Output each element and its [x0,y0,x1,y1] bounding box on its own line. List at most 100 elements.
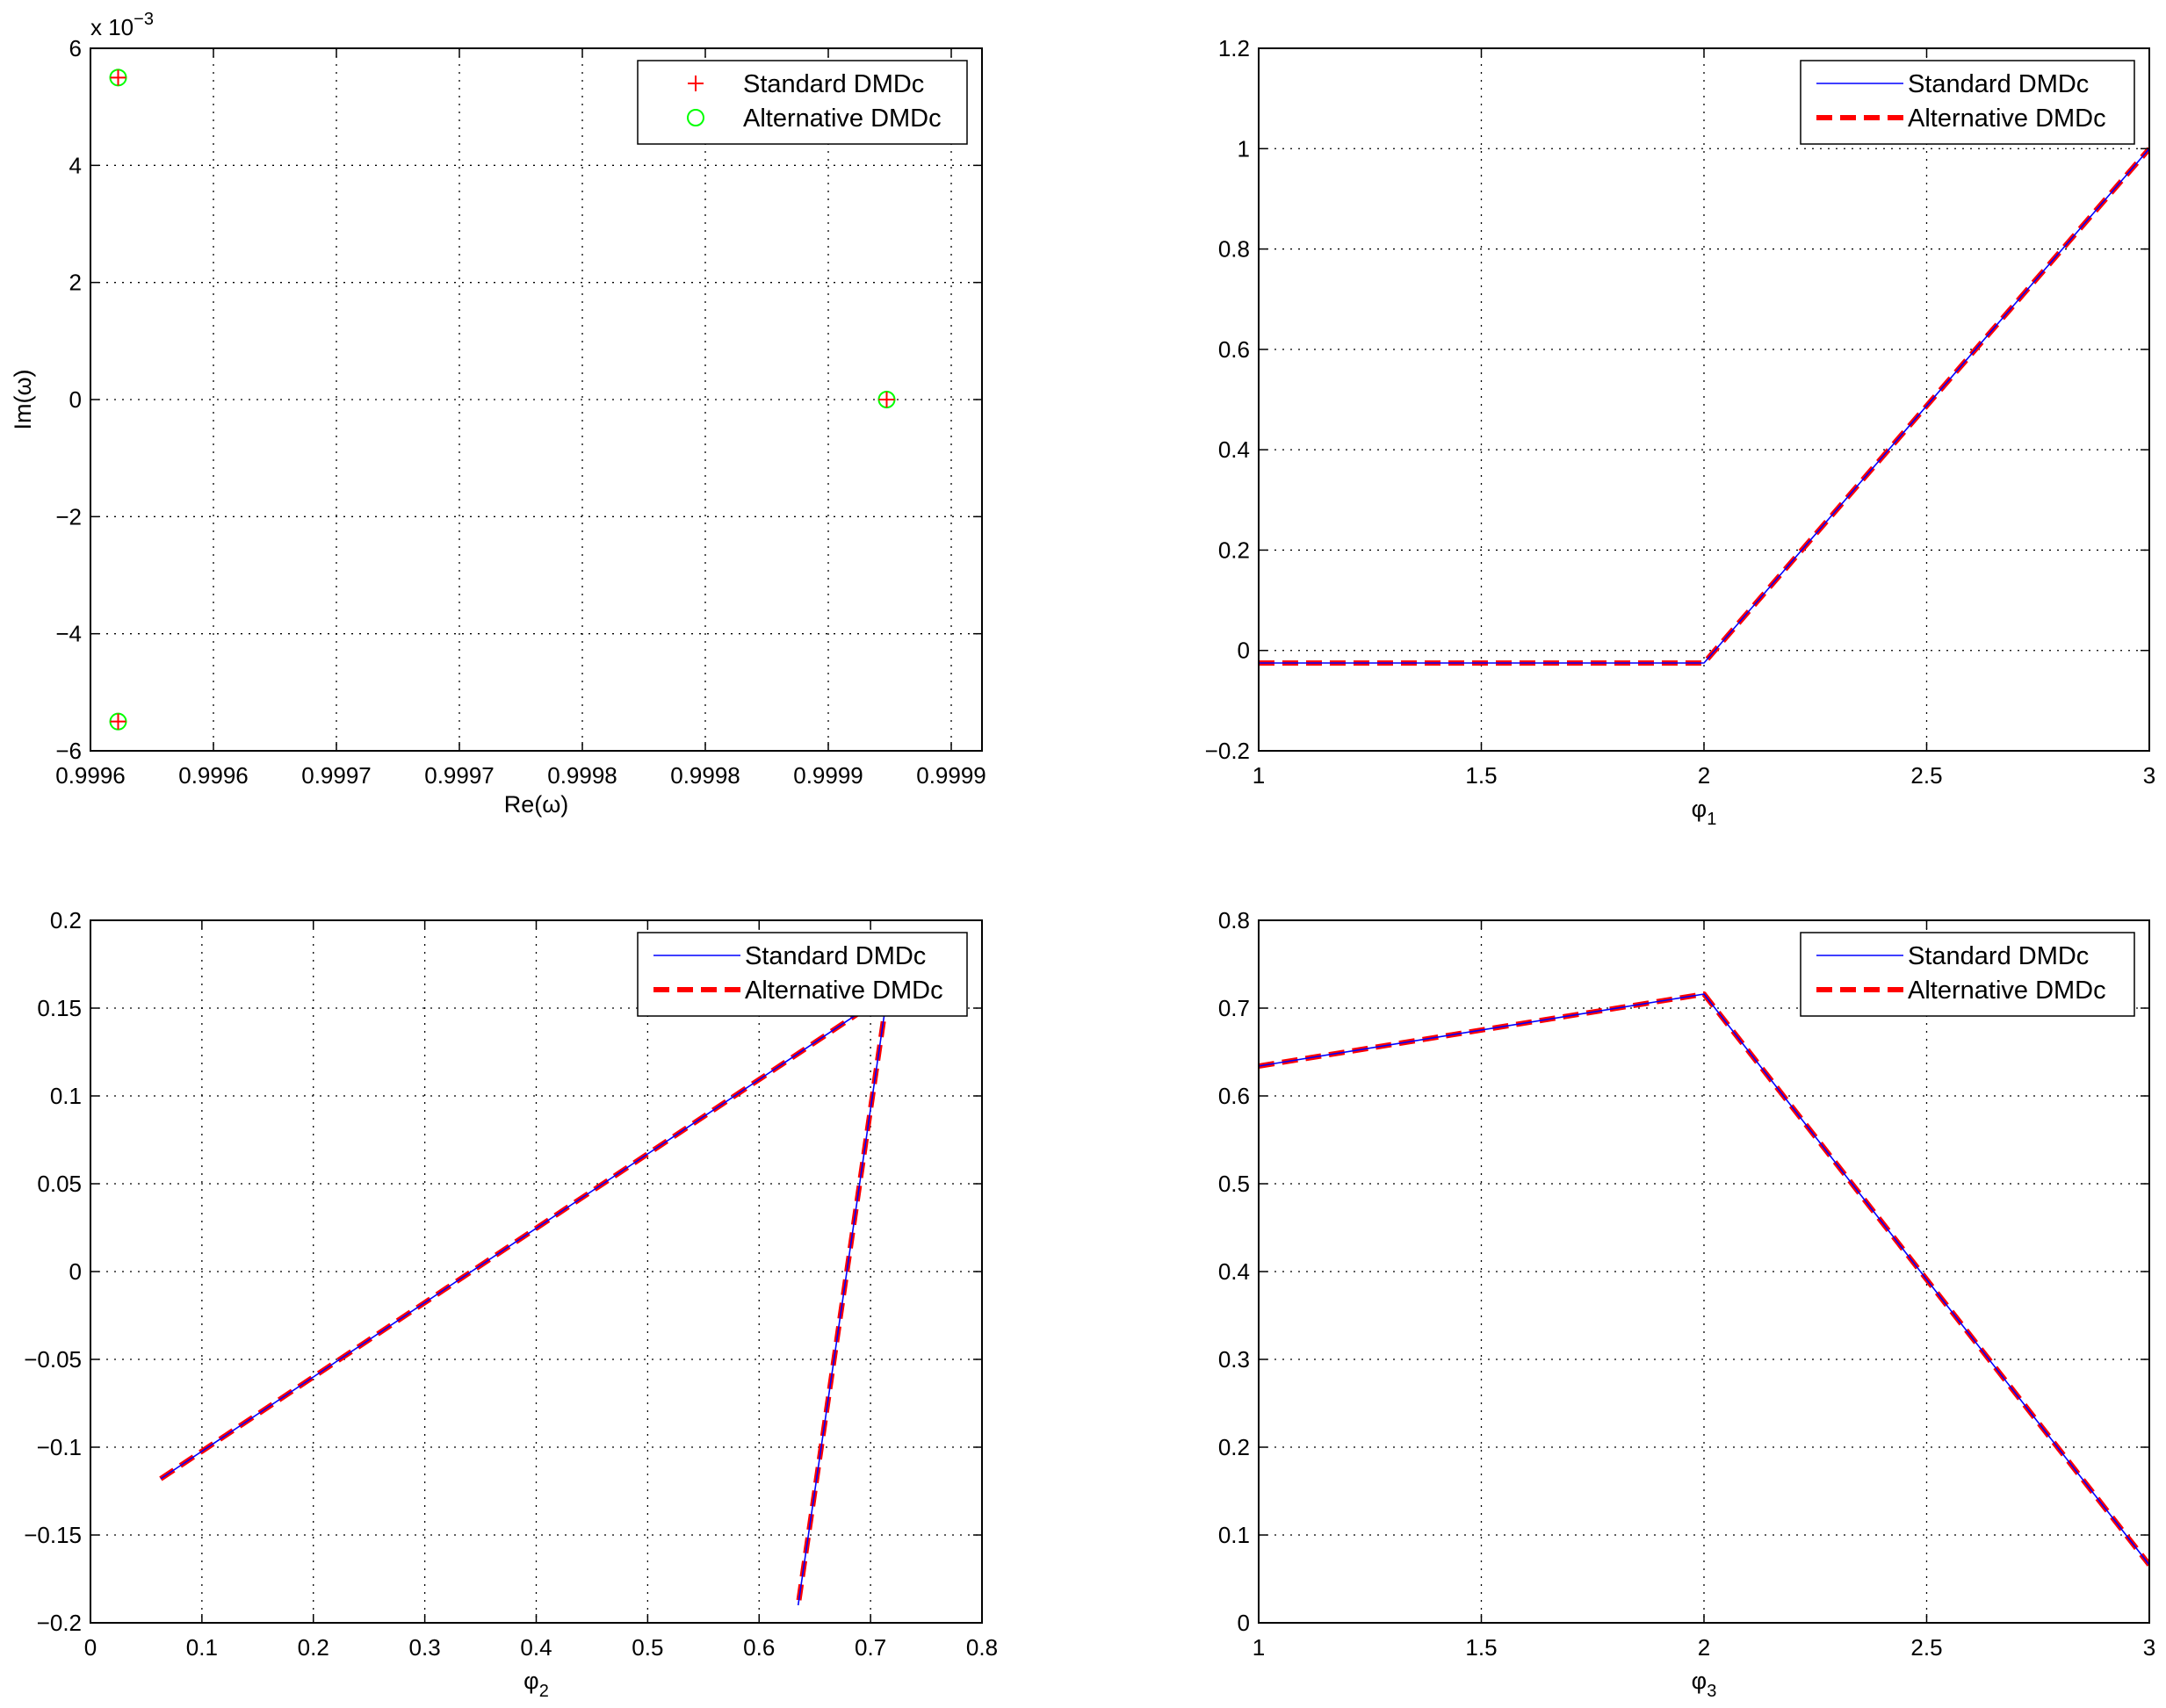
chart-panel-4: 1 1.5 2 2.5 3 0 0.1 0.2 0.3 0.4 0.5 0.6 0.7 0.8 φ3 Stan… [1218,907,2155,1701]
point-standard-dmdc [110,713,126,730]
x-axis-label: φ3 [1692,1668,1717,1701]
plot-area [90,48,982,751]
y-tick-label: 2 [69,270,82,296]
x-tick-label: 1.5 [1465,1634,1497,1661]
y-tick-label: 0.1 [1218,1522,1250,1548]
y-tick-label: −4 [55,621,82,647]
x-tick-label: 2.5 [1910,1634,1942,1661]
point-standard-dmdc [878,392,895,407]
y-tick-label: −0.1 [37,1434,82,1460]
legend-label: Standard DMDc [743,70,924,98]
y-tick-label: 0.2 [1218,1434,1250,1460]
y-tick-label: 0.7 [1218,995,1250,1021]
y-tick-label: 0.4 [1218,436,1250,463]
x-tick-label: 3 [2143,1634,2155,1661]
y-tick-label: 0.2 [1218,537,1250,563]
legend: Standard DMDc Alternative DMDc [637,932,968,1017]
x-tick-label: 0.9997 [301,762,372,789]
y-tick-label: −0.2 [1205,738,1250,764]
x-tick-label: 0.3 [409,1634,441,1661]
chart-panel-2: 1 1.5 2 2.5 3 −0.2 0 0.2 0.4 0.6 0.8 1 1.2 φ1 Standard… [1205,35,2156,829]
y-tick-label: 1.2 [1218,35,1250,61]
legend: Standard DMDc Alternative DMDc [637,60,968,145]
plot-area [1259,920,2149,1623]
y-tick-label: −0.2 [37,1610,82,1636]
legend-swatch-alternative-dmdc [687,109,704,126]
y-axis-label: Im(ω) [10,369,36,429]
y-tick-label: 0 [69,386,82,413]
axis-exponent-power: −3 [134,10,154,29]
y-tick-label: 1 [1238,135,1250,162]
y-tick-label: 0.8 [1218,907,1250,933]
legend-label: Alternative DMDc [1908,104,2106,133]
y-tick-label: 0.6 [1218,336,1250,363]
y-tick-label: 0.4 [1218,1258,1250,1285]
legend-label: Standard DMDc [1908,942,2089,970]
x-tick-label: 0 [84,1634,97,1661]
data-layer [1259,991,2149,1567]
legend-box [1800,60,2135,145]
x-tick-label: 0.9999 [793,762,863,789]
x-axis-label: φ2 [523,1668,549,1701]
y-tick-label: 0.2 [50,907,82,933]
x-tick-label: 2 [1698,1634,1710,1661]
legend: Standard DMDc Alternative DMDc [1800,932,2135,1017]
x-tick-label: 0.9996 [178,762,249,789]
y-tick-label: 0.8 [1218,236,1250,263]
x-tick-label: 0.5 [632,1634,663,1661]
x-axis-label-subscript: 3 [1707,1682,1716,1701]
y-tick-label: −6 [55,738,82,764]
legend-label: Alternative DMDc [1908,977,2106,1005]
x-tick-label: 0.6 [743,1634,775,1661]
point-standard-dmdc [110,69,126,86]
legend-box [1800,932,2135,1017]
x-tick-label: 1 [1253,762,1265,789]
x-tick-label: 0.9996 [55,762,126,789]
y-tick-label: −0.15 [24,1522,82,1548]
y-tick-label: −0.05 [24,1346,82,1373]
y-tick-label: 0.15 [37,995,82,1021]
legend: Standard DMDc Alternative DMDc [1800,60,2135,145]
y-tick-label: 6 [69,35,82,61]
chart-panel-3: 0 0.1 0.2 0.3 0.4 0.5 0.6 0.7 0.8 −0.2 −0.15 −0.1 −0… [24,907,998,1701]
legend-label: Alternative DMDc [743,104,942,133]
x-axis-label-subscript: 1 [1707,810,1716,829]
x-tick-label: 3 [2143,762,2155,789]
x-tick-label: 2.5 [1910,762,1942,789]
axis-exponent-label: x 10−3 [90,10,154,40]
x-axis-label: φ1 [1692,796,1717,829]
x-axis-label: Re(ω) [504,791,569,818]
legend-label: Standard DMDc [1908,70,2089,98]
data-layer [109,68,896,731]
y-tick-label: 4 [69,152,82,178]
y-tick-label: 0.05 [37,1171,82,1197]
y-tick-label: 0.6 [1218,1083,1250,1109]
legend-label: Standard DMDc [745,942,926,970]
x-tick-label: 0.7 [855,1634,886,1661]
y-tick-label: 0.3 [1218,1346,1250,1373]
y-tick-label: 0.1 [50,1083,82,1109]
y-tick-label: 0 [1238,638,1250,664]
x-tick-label: 1 [1253,1634,1265,1661]
legend-swatch-standard-dmdc [688,76,704,91]
legend-box [637,932,968,1017]
x-axis-label-subscript: 2 [539,1682,549,1701]
series-line-standard-dmdc [1259,148,2149,664]
x-tick-label: 0.8 [966,1634,998,1661]
plot-area [1259,48,2149,751]
y-tick-label: 0 [1238,1610,1250,1636]
x-tick-label: 0.1 [186,1634,218,1661]
y-tick-label: 0 [69,1258,82,1285]
chart-panel-1: 0.9996 0.9996 0.9997 0.9997 0.9998 0.9998 0.99… [10,10,986,818]
data-layer [1259,147,2149,666]
x-tick-label: 0.9999 [916,762,986,789]
x-tick-label: 0.9998 [670,762,740,789]
x-tick-label: 0.2 [298,1634,329,1661]
x-tick-label: 2 [1698,762,1710,789]
legend-label: Alternative DMDc [745,977,943,1005]
x-tick-label: 0.9997 [424,762,495,789]
y-tick-label: 0.5 [1218,1171,1250,1197]
series-line-standard-dmdc [1259,993,2149,1566]
y-tick-label: −2 [55,503,82,530]
